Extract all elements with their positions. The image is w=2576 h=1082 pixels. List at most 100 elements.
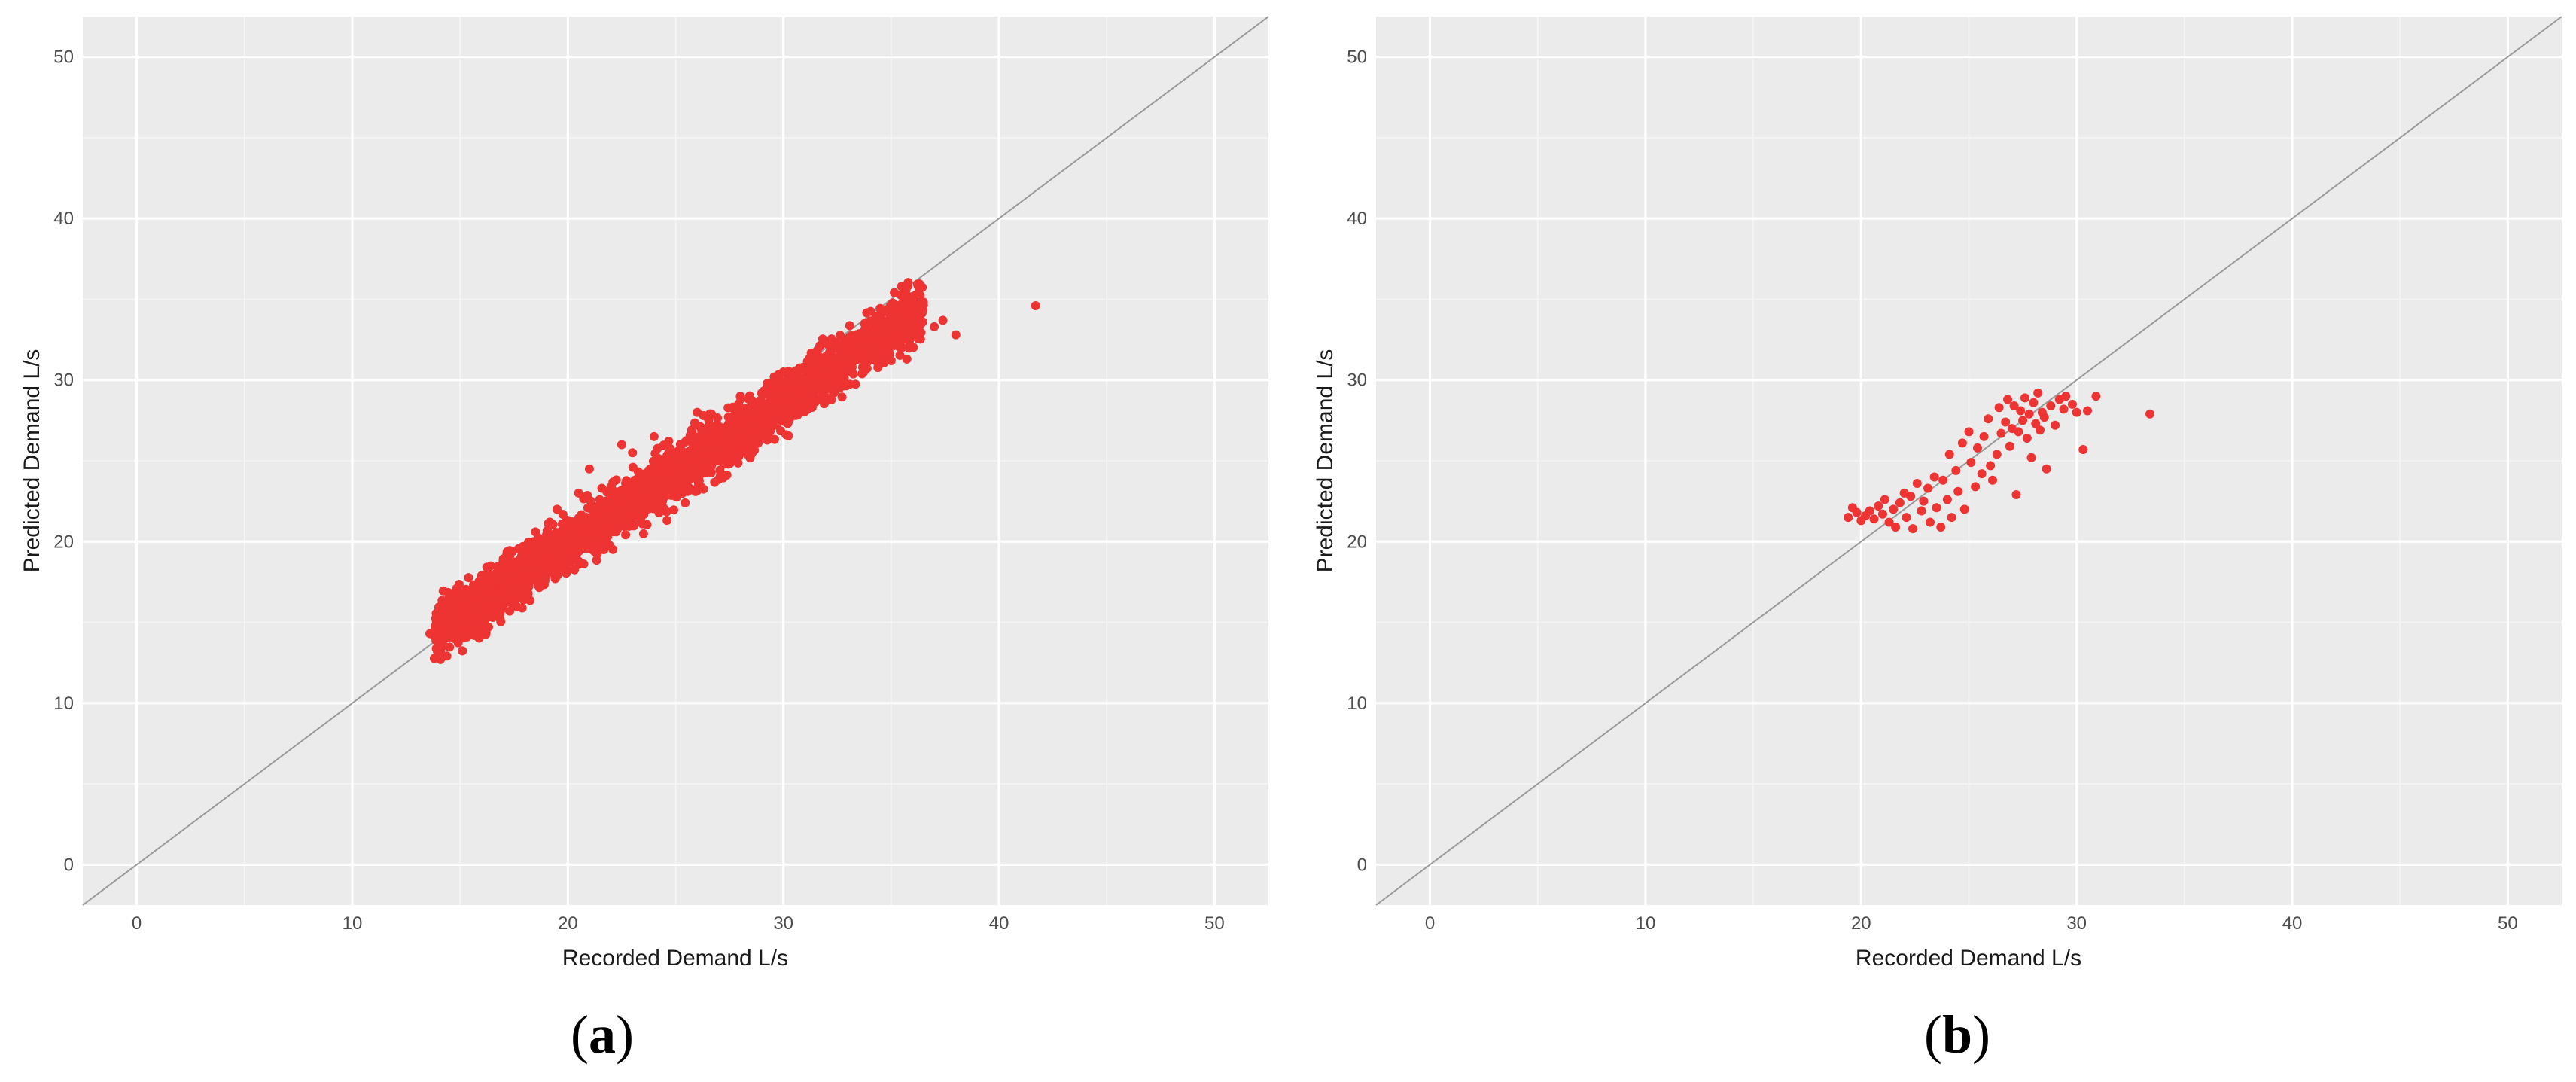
data-point [2009,401,2019,411]
data-point [854,331,864,341]
y-tick-label: 0 [64,855,74,875]
data-point [758,387,768,397]
data-point [1877,509,1887,519]
data-point [714,440,723,450]
data-point [2051,420,2060,430]
data-point [621,483,631,493]
data-point [811,383,821,392]
data-point [516,551,526,561]
data-point [836,331,845,340]
data-point [669,505,679,515]
data-point [1977,469,1987,479]
data-point [512,561,522,571]
data-point [690,434,699,443]
data-point [720,446,729,456]
data-point [798,362,808,372]
data-point [444,608,454,617]
data-point [678,469,688,479]
data-point [830,343,839,353]
data-point [778,367,788,376]
data-point [681,437,690,447]
y-axis-title-a: Predicted Demand L/s [20,349,44,573]
data-point [1884,517,1894,527]
data-point [455,596,465,606]
data-point [814,351,824,361]
data-point [482,562,492,572]
data-point [896,303,906,312]
data-point [436,639,446,648]
data-point [828,337,838,346]
data-point [1844,513,1853,523]
data-point [454,579,464,589]
data-point [722,470,732,480]
panel-label-b: (b) [1924,1004,1990,1065]
data-point [649,496,659,506]
data-point [2067,399,2077,409]
panel-label-a-open: ( [571,1004,589,1065]
data-point [621,530,631,540]
data-point [437,596,447,605]
data-point [900,292,910,302]
data-point [767,419,777,428]
data-point [1951,465,1961,475]
y-tick-label: 30 [1347,370,1367,391]
data-point [498,556,508,566]
y-tick-label: 40 [1347,209,1367,229]
data-point [757,424,767,434]
y-tick-labels-a: 0 10 20 30 40 50 [53,47,74,876]
data-point [458,646,467,656]
data-point [1953,486,1963,496]
y-axis-title-b: Predicted Demand L/s [1313,349,1338,573]
data-point [2011,490,2021,500]
data-point [865,343,875,352]
x-tick-label: 10 [1636,913,1656,934]
data-point [1947,513,1956,523]
data-point [843,335,853,345]
data-point [799,375,809,385]
data-point [699,466,709,476]
data-point [951,330,961,340]
data-point [675,456,685,465]
data-point [505,606,515,616]
data-point [1902,513,1911,523]
x-tick-label: 40 [989,913,1009,934]
data-point [913,334,923,343]
grid-b [1376,17,2562,905]
data-point [2033,388,2043,398]
grid-a [83,17,1268,905]
x-tick-label: 50 [2498,913,2518,934]
data-point [425,629,435,639]
data-point [763,435,772,445]
data-point [617,440,626,450]
data-point [1966,458,1976,468]
data-point [596,535,606,545]
x-tick-label: 0 [132,913,142,934]
panel-label-b-open: ( [1924,1004,1942,1065]
data-point [604,509,614,519]
data-point [614,501,623,511]
data-point [627,516,637,526]
scatter-points-a [425,278,1040,664]
data-point [595,504,604,514]
data-point [1906,492,1916,501]
data-point [723,403,733,413]
data-point [866,306,875,316]
data-point [477,627,486,637]
data-point [748,400,757,410]
data-point [1031,301,1040,311]
data-point [1944,450,1954,459]
y-tick-label: 20 [53,532,74,552]
data-point [671,480,681,490]
data-point [821,351,831,361]
data-point [627,495,637,505]
data-point [1971,482,1981,492]
data-point [528,549,537,559]
data-point [2018,416,2028,425]
data-point [573,517,583,527]
data-point [2091,392,2101,401]
data-point [650,449,660,459]
data-point [875,303,885,313]
data-point [648,456,658,466]
